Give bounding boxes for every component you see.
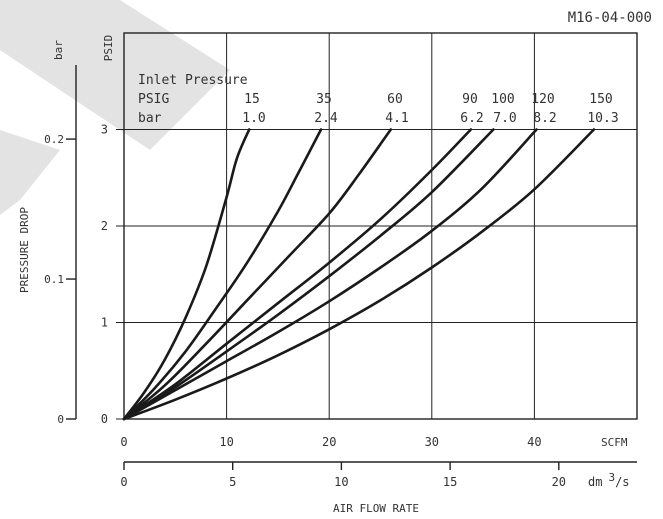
- legend-bar-value: 6.2: [460, 111, 483, 126]
- y-unit-bar: bar: [52, 40, 65, 60]
- chart-legend: Inlet Pressure PSIG bar 15 35 60 90 100 120 150 1.…: [138, 73, 619, 126]
- legend-bar-value: 1.0: [242, 111, 265, 126]
- y-tick-label: 1: [101, 316, 108, 330]
- legend-psig-value: 150: [589, 92, 612, 107]
- x2-tick-label: 5: [229, 475, 236, 489]
- legend-bar-value: 2.4: [314, 111, 338, 126]
- legend-psig-value: 60: [387, 92, 403, 107]
- y-tick-label: 2: [101, 219, 108, 233]
- watermark-band: [0, 0, 230, 215]
- x-tick-label: 40: [527, 435, 541, 449]
- legend-psig-value: 15: [244, 92, 260, 107]
- legend-psig-value: 90: [462, 92, 478, 107]
- x-tick-label: 30: [425, 435, 439, 449]
- x-unit-scfm: SCFM: [601, 436, 628, 449]
- legend-psig-value: 100: [491, 92, 514, 107]
- document-id: M16-04-000: [568, 10, 652, 26]
- x2-tick-label: 15: [443, 475, 457, 489]
- series-curve-120: [122, 128, 538, 421]
- x2-tick-label: 20: [552, 475, 566, 489]
- series-curve-15: [122, 128, 251, 421]
- y-unit-psid: PSID: [102, 35, 115, 62]
- x-axis-title: AIR FLOW RATE: [333, 502, 419, 515]
- series-curve-35: [122, 128, 323, 421]
- x-tick-label: 10: [219, 435, 233, 449]
- legend-title: Inlet Pressure: [138, 73, 248, 88]
- legend-row-psig-label: PSIG: [138, 92, 169, 107]
- series-curve-150: [122, 128, 596, 421]
- series-curve-60: [122, 128, 393, 421]
- series-curve-100: [122, 128, 495, 421]
- y2-tick-label: 0.1: [44, 273, 64, 286]
- legend-bar-value: 10.3: [587, 111, 618, 126]
- y2-tick-label: 0: [57, 413, 64, 426]
- x-tick-label: 0: [120, 435, 127, 449]
- y-axis-title: PRESSURE DROP: [18, 207, 31, 293]
- y-tick-label: 3: [101, 123, 108, 137]
- y-tick-label: 0: [101, 412, 108, 426]
- y2-tick-label: 0.2: [44, 133, 64, 146]
- x-tick-label: 20: [322, 435, 336, 449]
- x-unit-dm3s: dm 3/s: [588, 471, 630, 489]
- series-curve-90: [122, 128, 473, 421]
- legend-psig-value: 120: [531, 92, 554, 107]
- legend-bar-value: 4.1: [385, 111, 408, 126]
- chart-series: [122, 128, 596, 421]
- legend-psig-value: 35: [316, 92, 332, 107]
- x2-tick-label: 10: [334, 475, 348, 489]
- legend-row-bar-label: bar: [138, 111, 162, 126]
- x2-tick-label: 0: [120, 475, 127, 489]
- legend-bar-value: 8.2: [533, 111, 556, 126]
- chart-grid: [124, 33, 637, 419]
- legend-bar-value: 7.0: [493, 111, 516, 126]
